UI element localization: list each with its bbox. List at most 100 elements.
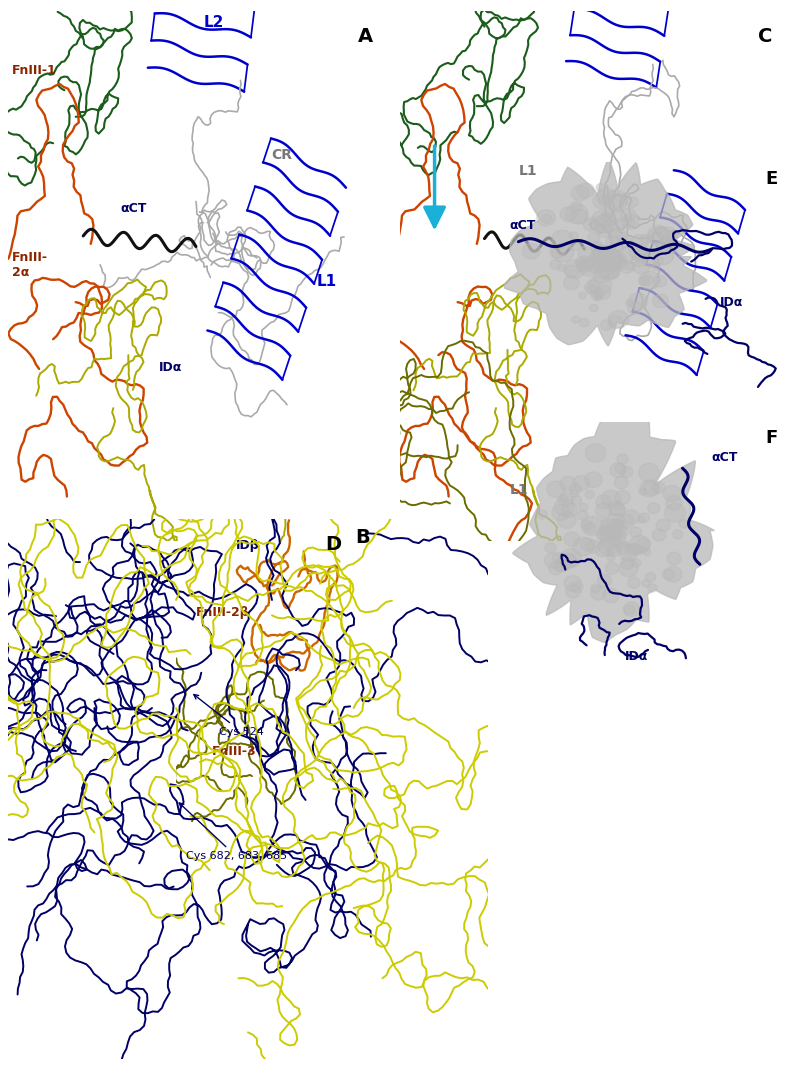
Circle shape [638,277,649,285]
Circle shape [639,271,660,290]
Circle shape [579,504,588,511]
Circle shape [615,464,626,473]
Circle shape [653,294,669,308]
Circle shape [665,504,686,522]
Circle shape [621,209,636,221]
Circle shape [583,218,599,231]
Circle shape [618,246,636,263]
Circle shape [570,490,578,497]
Circle shape [547,481,566,497]
Circle shape [642,579,650,587]
Circle shape [631,559,641,568]
Circle shape [592,211,613,228]
Circle shape [630,526,642,537]
Circle shape [616,219,626,227]
Circle shape [578,510,588,520]
Circle shape [608,525,620,537]
Circle shape [594,241,602,249]
Circle shape [679,520,689,529]
Text: Cys 682, 683, 685: Cys 682, 683, 685 [179,803,286,862]
Text: αCT: αCT [510,219,536,232]
Circle shape [594,246,607,258]
Circle shape [582,520,592,530]
Circle shape [591,243,604,254]
Circle shape [595,246,614,262]
Circle shape [648,584,657,592]
Circle shape [594,285,611,299]
Polygon shape [513,403,714,642]
Circle shape [639,513,650,522]
Circle shape [614,502,622,510]
Text: αCT: αCT [711,451,738,464]
Circle shape [558,552,576,569]
Circle shape [566,585,581,598]
Circle shape [596,214,618,232]
Circle shape [600,262,620,279]
Circle shape [558,493,574,506]
Circle shape [595,543,611,557]
Circle shape [562,553,577,568]
Circle shape [590,250,608,265]
Circle shape [610,253,626,268]
Text: A: A [358,27,373,45]
Circle shape [600,524,614,538]
Circle shape [552,243,574,262]
Circle shape [648,227,671,246]
Text: IDα: IDα [158,361,182,374]
Circle shape [607,555,615,561]
Text: FnIII-2β: FnIII-2β [196,605,250,618]
Circle shape [617,526,626,534]
Circle shape [571,495,582,505]
Circle shape [560,495,568,503]
Circle shape [630,235,648,250]
Text: FnIII-
2α: FnIII- 2α [12,251,48,279]
Circle shape [589,276,611,295]
Circle shape [620,466,633,478]
Circle shape [608,530,621,540]
Circle shape [595,251,608,263]
Circle shape [628,302,642,315]
Circle shape [608,502,624,516]
Circle shape [616,542,630,555]
Circle shape [586,254,608,273]
Circle shape [596,224,612,237]
Circle shape [580,261,591,270]
Circle shape [598,261,620,280]
Text: L1: L1 [510,483,528,497]
Circle shape [606,549,613,556]
Circle shape [562,504,578,518]
Circle shape [563,259,586,279]
Circle shape [594,248,613,263]
Circle shape [602,490,620,507]
Circle shape [608,316,623,329]
Circle shape [591,584,601,592]
Circle shape [585,472,602,488]
Circle shape [640,480,658,497]
Circle shape [643,549,651,556]
Circle shape [594,245,612,261]
Circle shape [537,509,547,519]
Circle shape [599,246,615,259]
Circle shape [600,519,621,538]
Circle shape [633,259,650,275]
Circle shape [626,263,634,270]
Circle shape [652,529,666,542]
Circle shape [585,280,600,294]
Circle shape [565,265,579,277]
Circle shape [550,259,561,269]
Circle shape [606,193,626,211]
Circle shape [638,546,646,552]
Circle shape [593,193,611,209]
Circle shape [609,228,621,239]
Circle shape [607,530,626,546]
Circle shape [575,256,591,269]
Circle shape [612,525,621,533]
Circle shape [642,252,658,267]
Circle shape [603,251,614,261]
Circle shape [586,284,597,294]
Circle shape [606,190,627,209]
Circle shape [606,526,619,539]
Circle shape [628,577,640,588]
Circle shape [586,259,595,267]
Text: IDα: IDα [720,296,743,309]
